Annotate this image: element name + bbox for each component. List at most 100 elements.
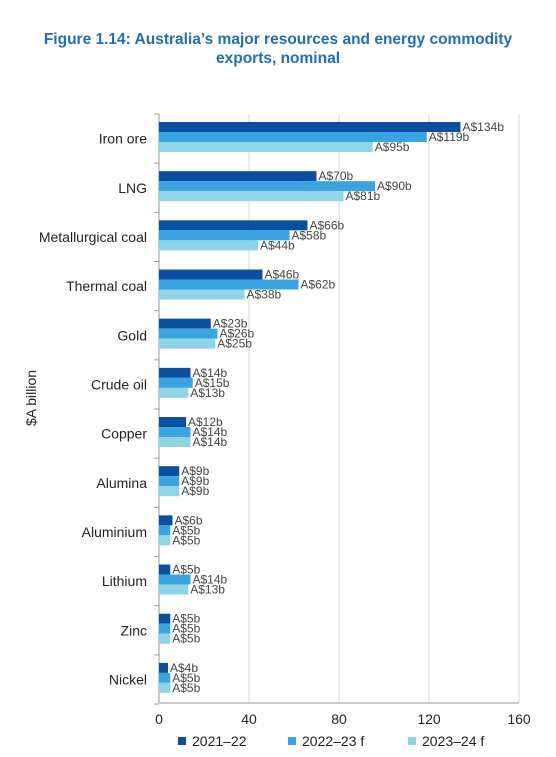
bar-data-label: A$46b <box>265 268 300 282</box>
category-label: Alumina <box>96 475 147 491</box>
bar-data-label: A$5b <box>172 523 200 537</box>
bar <box>159 328 218 339</box>
x-tick-label: 160 <box>507 711 531 727</box>
bar-data-label: A$23b <box>213 317 248 331</box>
bar <box>159 269 263 280</box>
bar <box>159 574 191 585</box>
bar <box>159 623 171 634</box>
bar <box>159 142 373 152</box>
bar-data-label: A$9b <box>181 484 209 498</box>
bar-data-label: A$66b <box>310 218 345 232</box>
legend-swatch <box>288 737 296 745</box>
bar <box>159 220 308 231</box>
bar-data-label: A$58b <box>292 228 327 242</box>
bar-data-label: A$13b <box>190 386 225 400</box>
bar <box>159 318 211 329</box>
bar-data-label: A$70b <box>319 169 354 183</box>
bar-data-label: A$95b <box>375 140 410 154</box>
bar <box>159 476 180 487</box>
bar <box>159 437 191 448</box>
bar-data-label: A$44b <box>260 238 295 252</box>
legend: 2021–22 2022–23 f 2023–24 f <box>178 733 484 749</box>
bar-data-label: A$15b <box>195 376 230 390</box>
y-axis-label: $A billion <box>23 370 39 426</box>
bar-data-label: A$14b <box>193 435 228 449</box>
bar-data-label: A$5b <box>172 612 200 626</box>
bar <box>159 466 180 477</box>
gridlines <box>154 113 520 705</box>
bars: A$134bA$119bA$95bA$70bA$90bA$81bA$66bA$5… <box>159 120 504 695</box>
bar-data-label: A$14b <box>193 366 228 380</box>
category-label: Iron ore <box>99 131 147 147</box>
bar-data-label: A$12b <box>188 415 223 429</box>
x-tick-label: 80 <box>331 711 347 727</box>
bar-data-label: A$5b <box>172 681 200 695</box>
legend-label: 2021–22 <box>192 733 247 749</box>
bar <box>159 525 171 536</box>
bar <box>159 387 189 398</box>
legend-swatch <box>408 737 416 745</box>
bar-data-label: A$6b <box>175 513 203 527</box>
category-label: Copper <box>101 426 147 442</box>
category-label: Gold <box>117 327 147 343</box>
legend-label: 2023–24 f <box>422 733 484 749</box>
category-label: Nickel <box>109 671 147 687</box>
category-label: LNG <box>118 180 147 196</box>
category-label: Metallurgical coal <box>39 229 147 245</box>
x-tick-label: 120 <box>417 711 441 727</box>
bar-data-label: A$9b <box>181 474 209 488</box>
bar-data-label: A$9b <box>181 464 209 478</box>
bar-data-label: A$119b <box>429 130 470 144</box>
bar <box>159 535 171 546</box>
bar <box>159 486 180 497</box>
bar <box>159 132 427 142</box>
bar <box>159 515 173 526</box>
bar <box>159 662 168 673</box>
bar-data-label: A$38b <box>247 288 282 302</box>
category-label: Lithium <box>102 573 147 589</box>
bar-data-label: A$5b <box>172 563 200 577</box>
bar <box>159 584 189 595</box>
bar <box>159 181 375 192</box>
bar <box>159 367 191 378</box>
bar-data-label: A$25b <box>217 337 252 351</box>
bar <box>159 613 171 624</box>
bar-data-label: A$5b <box>172 671 200 685</box>
bar-data-label: A$5b <box>172 622 200 636</box>
bar <box>159 191 344 202</box>
category-label: Zinc <box>121 622 147 638</box>
bar-data-label: A$13b <box>190 583 225 597</box>
bar-data-label: A$62b <box>301 278 336 292</box>
category-label: Aluminium <box>82 524 147 540</box>
bar <box>159 230 290 241</box>
bar <box>159 672 171 683</box>
bar-data-label: A$90b <box>377 179 412 193</box>
bar-data-label: A$14b <box>193 573 228 587</box>
bar <box>159 682 171 693</box>
bar <box>159 377 193 388</box>
bar <box>159 427 191 438</box>
bar <box>159 564 171 575</box>
chart-title-line-2: exports, nominal <box>215 50 341 67</box>
bar <box>159 171 317 182</box>
bar-data-label: A$4b <box>170 661 198 675</box>
bar-data-label: A$81b <box>346 189 381 203</box>
x-tick-label: 0 <box>155 711 163 727</box>
bar-data-label: A$26b <box>220 327 255 341</box>
bar <box>159 122 461 132</box>
chart-title: Figure 1.14: Australia’s major resources… <box>0 30 556 68</box>
bar <box>159 279 299 290</box>
category-label: Thermal coal <box>66 278 147 294</box>
bar <box>159 338 216 349</box>
legend-label: 2022–23 f <box>302 733 364 749</box>
chart-title-line-1: Figure 1.14: Australia’s major resources… <box>43 31 513 48</box>
bar-data-label: A$5b <box>172 632 200 646</box>
bar <box>159 633 171 644</box>
x-tick-label: 40 <box>241 711 257 727</box>
legend-swatch <box>178 737 186 745</box>
bar <box>159 289 245 300</box>
category-label: Crude oil <box>91 376 147 392</box>
bar-data-label: A$14b <box>193 425 228 439</box>
category-labels: Iron ore LNG Metallurgical coal Thermal coa… <box>39 131 148 688</box>
